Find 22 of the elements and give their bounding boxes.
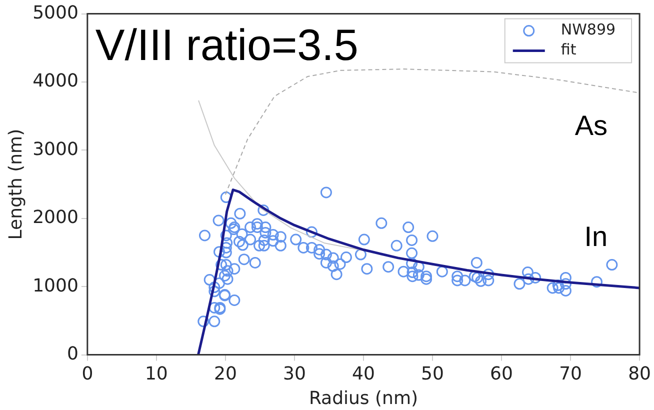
x-tick-label: 20 bbox=[214, 363, 237, 384]
x-tick-label: 70 bbox=[559, 363, 582, 384]
legend-label: NW899 bbox=[560, 20, 616, 39]
y-axis-title: Length (nm) bbox=[5, 128, 26, 240]
y-tick-label: 2000 bbox=[32, 207, 78, 228]
x-tick-label: 0 bbox=[82, 363, 94, 384]
x-axis-title: Radius (nm) bbox=[308, 388, 418, 409]
x-tick-label: 50 bbox=[421, 363, 444, 384]
y-tick-label: 0 bbox=[66, 343, 78, 364]
x-tick-label: 10 bbox=[144, 363, 168, 384]
annotation: In bbox=[584, 220, 608, 252]
annotation: As bbox=[574, 110, 608, 141]
y-tick-label: 4000 bbox=[32, 70, 78, 92]
legend-label: fit bbox=[560, 40, 576, 59]
y-tick-label: 3000 bbox=[32, 138, 78, 160]
y-tick-label: 5000 bbox=[32, 2, 78, 24]
y-tick-label: 1000 bbox=[32, 275, 78, 296]
x-tick-label: 60 bbox=[490, 363, 513, 384]
x-tick-label: 80 bbox=[628, 363, 651, 384]
x-tick-label: 40 bbox=[352, 363, 375, 384]
x-tick-label: 30 bbox=[283, 363, 306, 384]
annotation: V/III ratio=3.5 bbox=[95, 20, 358, 70]
